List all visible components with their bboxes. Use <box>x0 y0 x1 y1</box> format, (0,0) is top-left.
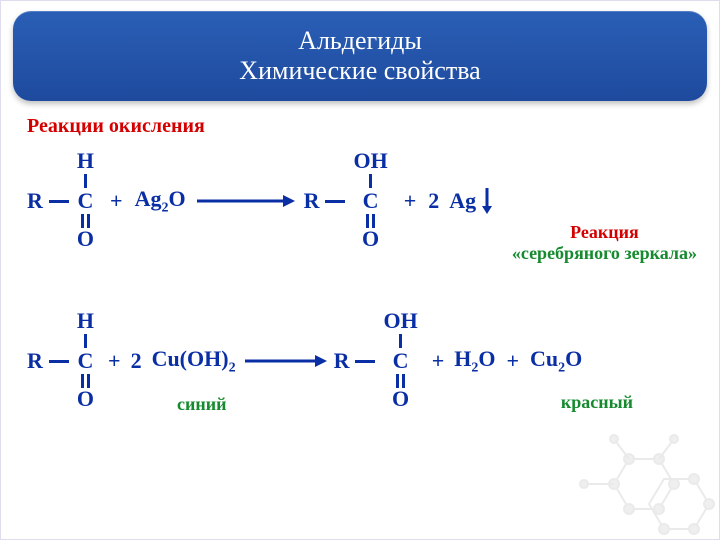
note-line-2: «серебряного зеркала» <box>512 243 697 264</box>
reaction-2: R H C O + 2 Cu(OH)2 R OH C <box>27 310 693 412</box>
carboxylic-acid-group: OH C O <box>379 310 421 412</box>
plus-sign: + <box>102 188 131 214</box>
reagent-2: Cu(OH)2 <box>152 346 236 376</box>
aldehyde-group: H C O <box>73 150 98 252</box>
arrow-icon <box>240 351 330 371</box>
bond-icon <box>49 200 69 203</box>
down-arrow-icon <box>480 186 494 220</box>
product-coeff: 2 <box>428 188 445 214</box>
bond-icon <box>49 360 69 363</box>
reaction-2-note-left: синий <box>177 394 226 415</box>
reagent-coeff: 2 <box>131 348 148 374</box>
molecule-watermark-icon <box>569 429 719 539</box>
arrow-icon <box>190 191 300 211</box>
r-group: R <box>27 348 45 374</box>
plus-sign: + <box>426 348 451 374</box>
product-cu2o: Cu2O <box>530 346 582 376</box>
plus-sign: + <box>396 188 425 214</box>
product-water: H2O <box>454 346 495 376</box>
r-group: R <box>334 348 352 374</box>
bond-icon <box>325 200 345 203</box>
carboxylic-acid-group: OH C O <box>349 150 391 252</box>
r-group: R <box>27 188 45 214</box>
header-title-1: Альдегиды <box>298 26 422 56</box>
reaction-1: R H C O + Ag2O R OH C <box>27 150 693 252</box>
r-group: R <box>304 188 322 214</box>
aldehyde-group: H C O <box>73 310 98 412</box>
product-1: Ag <box>449 188 476 214</box>
reaction-1-note: Реакция «серебряного зеркала» <box>512 222 697 264</box>
reagent-1: Ag2O <box>135 186 186 216</box>
bond-icon <box>355 360 375 363</box>
reaction-2-note-right: красный <box>561 392 633 413</box>
note-line-1: Реакция <box>512 222 697 243</box>
header-title-2: Химические свойства <box>239 56 480 86</box>
plus-sign: + <box>499 348 526 374</box>
plus-sign: + <box>102 348 127 374</box>
section-title: Реакции окисления <box>27 115 693 138</box>
slide-header: Альдегиды Химические свойства <box>13 11 707 101</box>
slide-content: Реакции окисления R H C O + Ag2O R <box>1 101 719 412</box>
